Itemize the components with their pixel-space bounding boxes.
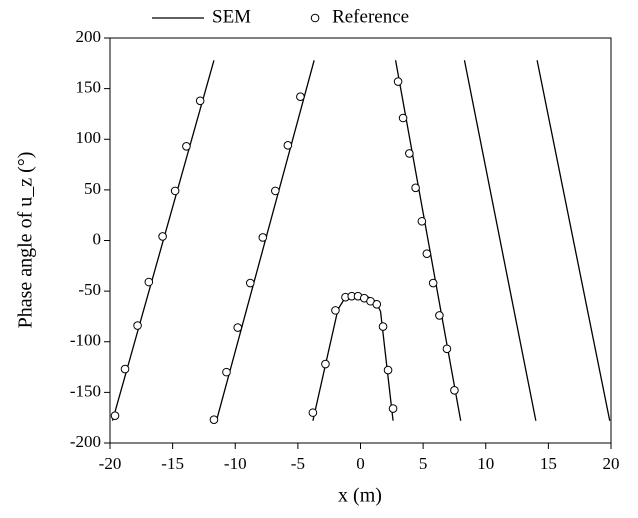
reference-marker xyxy=(388,404,398,413)
x-tick-label: 15 xyxy=(540,454,557,473)
reference-marker xyxy=(258,233,268,242)
reference-marker xyxy=(182,142,191,151)
reference-marker xyxy=(417,216,427,226)
y-tick-label: -150 xyxy=(70,381,101,400)
y-tick-label: 100 xyxy=(76,128,102,147)
reference-marker xyxy=(158,232,167,241)
reference-marker xyxy=(405,149,414,158)
reference-marker xyxy=(393,77,403,86)
reference-marker xyxy=(422,249,432,258)
x-tick-label: -10 xyxy=(224,454,247,473)
x-tick-label: -5 xyxy=(291,454,305,473)
reference-marker xyxy=(209,415,219,425)
reference-marker xyxy=(296,92,305,102)
reference-marker xyxy=(428,278,438,288)
x-tick-label: 10 xyxy=(477,454,494,473)
reference-marker xyxy=(271,186,280,196)
reference-marker xyxy=(133,321,142,330)
reference-marker xyxy=(195,96,205,106)
x-tick-label: 5 xyxy=(419,454,428,473)
reference-marker xyxy=(435,311,444,320)
reference-marker xyxy=(222,367,231,377)
y-tick-label: -100 xyxy=(70,331,101,350)
reference-marker xyxy=(110,411,120,420)
reference-marker xyxy=(383,365,393,375)
x-axis-label: x (m) xyxy=(338,485,382,507)
reference-marker xyxy=(411,183,420,193)
x-tick-label: -15 xyxy=(161,454,184,473)
reference-marker xyxy=(233,323,243,332)
sem-line xyxy=(111,60,611,421)
reference-marker xyxy=(331,306,340,315)
y-tick-label: -50 xyxy=(78,280,101,299)
reference-marker xyxy=(170,186,180,196)
y-tick-label: 200 xyxy=(76,27,102,46)
reference-marker xyxy=(120,364,130,374)
reference-marker xyxy=(308,408,318,417)
reference-marker xyxy=(398,113,408,123)
reference-marker xyxy=(321,359,330,369)
y-tick-label: 50 xyxy=(84,179,101,198)
y-tick-label: -200 xyxy=(70,432,101,451)
reference-marker xyxy=(283,141,293,150)
reference-marker xyxy=(144,277,154,287)
x-tick-label: 20 xyxy=(603,454,620,473)
y-axis-label: Phase angle of u_z (°) xyxy=(15,152,37,329)
x-tick-label: -20 xyxy=(99,454,122,473)
reference-marker xyxy=(442,344,452,354)
legend-label: SEM xyxy=(212,6,251,27)
y-tick-label: 150 xyxy=(76,78,102,97)
y-tick-label: 0 xyxy=(93,229,102,248)
plot-frame xyxy=(109,37,612,444)
reference-marker xyxy=(372,299,382,309)
reference-marker xyxy=(245,278,255,288)
legend-label: Reference xyxy=(332,6,409,27)
x-tick-label: 0 xyxy=(356,454,365,473)
reference-marker xyxy=(450,386,459,395)
legend-marker xyxy=(310,13,320,23)
reference-marker xyxy=(378,322,388,331)
